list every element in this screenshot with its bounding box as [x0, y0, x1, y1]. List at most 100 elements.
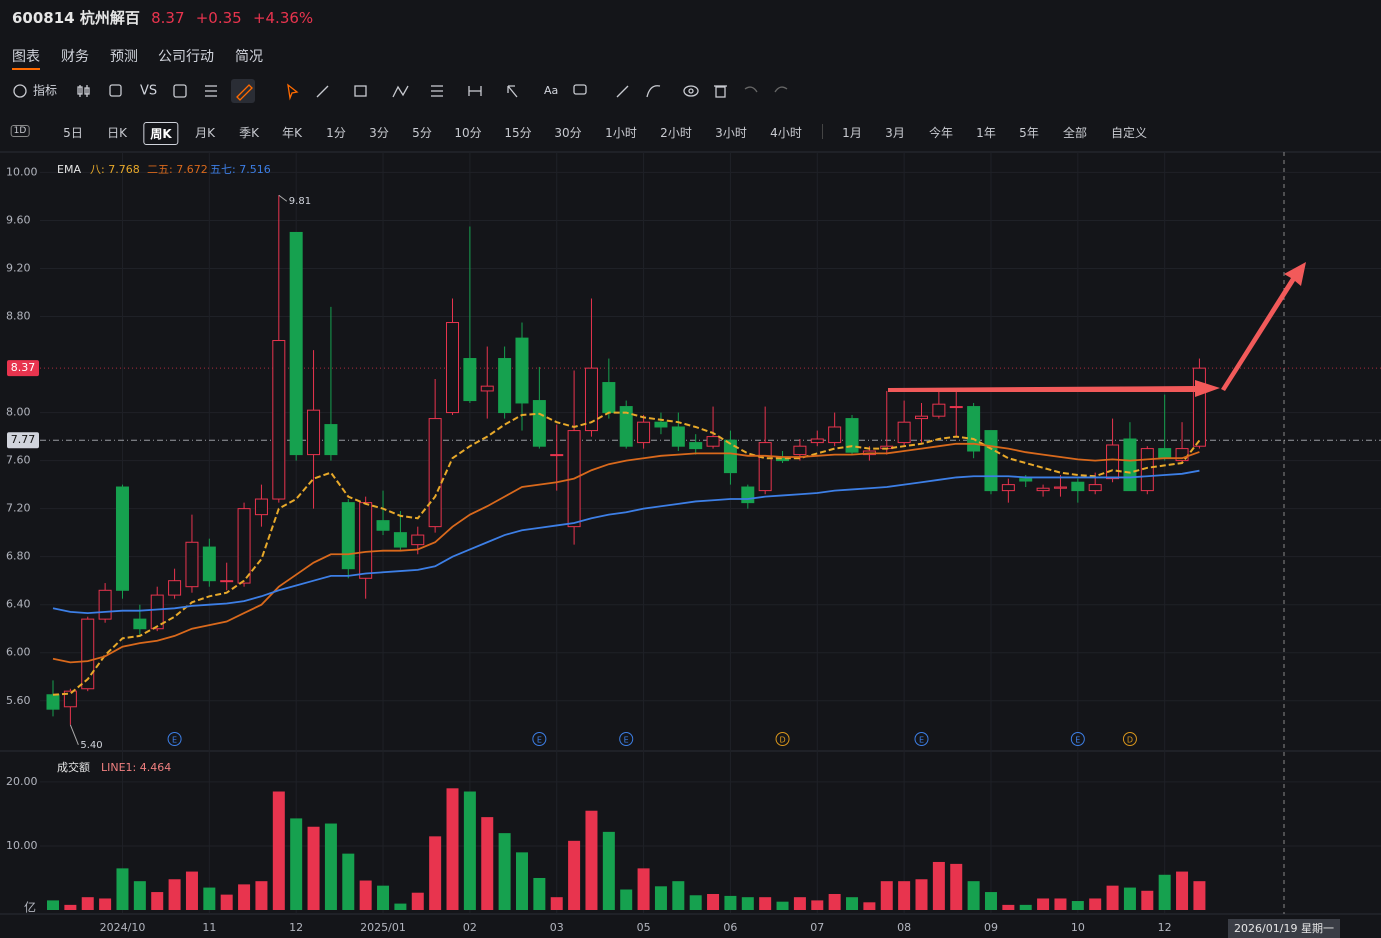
period-button[interactable]: 4小时	[770, 126, 802, 140]
annotation-leader	[278, 194, 288, 202]
candle-body	[637, 421, 651, 444]
icon[interactable]	[688, 88, 694, 94]
icon[interactable]	[683, 85, 699, 97]
x-tick-label: 02	[463, 921, 477, 934]
candle-body	[949, 406, 963, 409]
period-button[interactable]: 5年	[1019, 126, 1039, 140]
period-button[interactable]: 5日	[63, 126, 83, 140]
candle-body	[307, 409, 321, 456]
icon[interactable]	[616, 85, 629, 98]
legend-entry: 五七: 7.516	[210, 163, 271, 176]
volume-bar	[515, 852, 528, 910]
period-button[interactable]: 1小时	[605, 126, 637, 140]
tab[interactable]: 预测	[110, 49, 138, 65]
period-button[interactable]: 5分	[412, 126, 432, 140]
event-marker	[532, 732, 547, 746]
text-tool[interactable]: Aa	[544, 84, 558, 97]
event-marker	[619, 732, 634, 746]
candle-body	[168, 580, 182, 596]
period-button[interactable]: 周K	[143, 122, 179, 145]
icon[interactable]	[715, 86, 726, 98]
period-button[interactable]: 全部	[1062, 126, 1088, 140]
volume-bar	[863, 902, 876, 910]
candle-body	[1053, 486, 1067, 489]
ema-line	[52, 411, 1201, 696]
interval-select[interactable]: 1D	[10, 125, 30, 137]
candle-body	[81, 618, 95, 690]
icon	[13, 84, 27, 98]
period-button[interactable]: 1分	[326, 126, 346, 140]
period-button[interactable]: 年K	[282, 126, 302, 140]
period-button[interactable]: 自定义	[1110, 126, 1148, 140]
period-button[interactable]: 3小时	[715, 126, 747, 140]
volume-bar	[1193, 881, 1206, 910]
icon[interactable]	[236, 84, 253, 101]
volume-bar	[1106, 885, 1119, 910]
period-button[interactable]: 15分	[504, 126, 532, 140]
y-tick-label: 6.40	[6, 598, 31, 611]
volume-bar	[793, 897, 806, 910]
y-tick-label: 7.60	[6, 454, 31, 467]
event-label: E	[919, 736, 924, 745]
candle-body	[689, 442, 703, 450]
period-button[interactable]: 2小时	[660, 126, 692, 140]
volume-bar	[1071, 901, 1084, 910]
y-tick-label: 5.60	[6, 694, 31, 707]
y-tick-label: 9.60	[6, 213, 31, 226]
period-button[interactable]: 3分	[369, 126, 389, 140]
tab[interactable]: 图表	[12, 49, 40, 65]
volume-line-label: LINE1: 4.464	[101, 761, 171, 774]
tab[interactable]: 财务	[61, 49, 89, 65]
period-button[interactable]: 日K	[107, 126, 127, 140]
candle-body	[897, 421, 911, 444]
indicators-button[interactable]: 指标	[33, 83, 57, 98]
period-button[interactable]: 今年	[928, 126, 954, 140]
volume-bar	[602, 831, 615, 910]
icon[interactable]	[354, 85, 367, 97]
x-tick-label: 12	[289, 921, 303, 934]
compare-button[interactable]: VS	[140, 84, 157, 99]
volume-bar	[932, 861, 945, 910]
volume-bar	[377, 885, 390, 910]
period-button[interactable]: 10分	[454, 126, 482, 140]
candle-body	[324, 424, 338, 456]
candle-body	[723, 439, 737, 474]
volume-bar	[272, 791, 285, 910]
icon[interactable]	[392, 85, 409, 98]
event-label: E	[624, 736, 629, 745]
period-button[interactable]: 1月	[842, 126, 862, 140]
volume-bar	[967, 881, 980, 910]
icon[interactable]	[507, 85, 518, 98]
icon[interactable]	[287, 83, 299, 101]
candle-body	[550, 454, 564, 457]
icon	[744, 86, 758, 93]
candle-body	[828, 426, 842, 444]
volume-bar	[133, 881, 146, 910]
candle-body	[1071, 481, 1085, 492]
diagonal-arrow	[1221, 262, 1306, 391]
period-button[interactable]: 月K	[195, 126, 215, 140]
candle-body	[1106, 444, 1120, 480]
event-marker	[775, 732, 790, 746]
candle-body	[254, 498, 268, 516]
x-tick-label: 08	[897, 921, 911, 934]
tab[interactable]: 简况	[235, 49, 263, 65]
candle-body	[654, 421, 668, 428]
tab[interactable]: 公司行动	[158, 49, 214, 65]
icon[interactable]	[573, 84, 587, 95]
period-button[interactable]: 季K	[239, 126, 259, 140]
icon[interactable]	[316, 85, 329, 98]
icon[interactable]	[646, 85, 661, 98]
event-marker	[167, 732, 182, 746]
candle-body	[602, 382, 616, 414]
period-button[interactable]: 1年	[976, 126, 996, 140]
x-tick-label: 2025/01	[360, 921, 406, 934]
price-tag-label: 8.37	[11, 361, 36, 374]
volume-bar	[81, 897, 94, 910]
volume-bar	[359, 880, 372, 910]
period-button[interactable]: 3月	[885, 126, 905, 140]
volume-bar	[47, 900, 59, 910]
volume-bar	[550, 897, 563, 910]
period-button[interactable]: 30分	[554, 126, 582, 140]
